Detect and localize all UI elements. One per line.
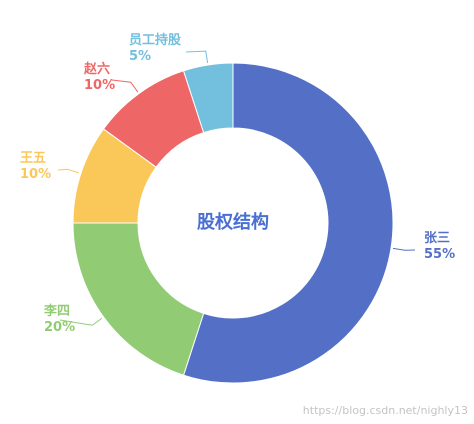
slice-percent-label-4: 10% bbox=[84, 78, 115, 93]
slice-1[interactable] bbox=[182, 62, 394, 384]
leader-line-2 bbox=[59, 317, 103, 326]
chart-title: 股权结构 bbox=[196, 211, 269, 233]
slice-percent-label-3: 10% bbox=[20, 167, 51, 182]
slice-name-label-2: 李四 bbox=[43, 303, 70, 319]
leader-line-4 bbox=[111, 79, 139, 93]
slices-layer bbox=[72, 62, 394, 384]
leader-line-5 bbox=[185, 50, 209, 64]
watermark-text: https://blog.csdn.net/nighly13 bbox=[303, 404, 468, 417]
slice-percent-label-5: 5% bbox=[129, 49, 151, 64]
slice-name-label-4: 赵六 bbox=[83, 61, 110, 77]
slice-name-label-3: 王五 bbox=[20, 151, 46, 166]
slice-5[interactable] bbox=[182, 62, 234, 134]
slice-name-label-5: 员工持股 bbox=[129, 32, 181, 48]
leader-line-1 bbox=[392, 247, 416, 251]
leader-line-3 bbox=[57, 168, 80, 174]
slice-2[interactable] bbox=[72, 222, 205, 376]
slice-name-label-1: 张三 bbox=[424, 231, 450, 246]
slice-percent-label-1: 55% bbox=[424, 247, 455, 262]
slice-percent-label-2: 20% bbox=[44, 320, 75, 335]
